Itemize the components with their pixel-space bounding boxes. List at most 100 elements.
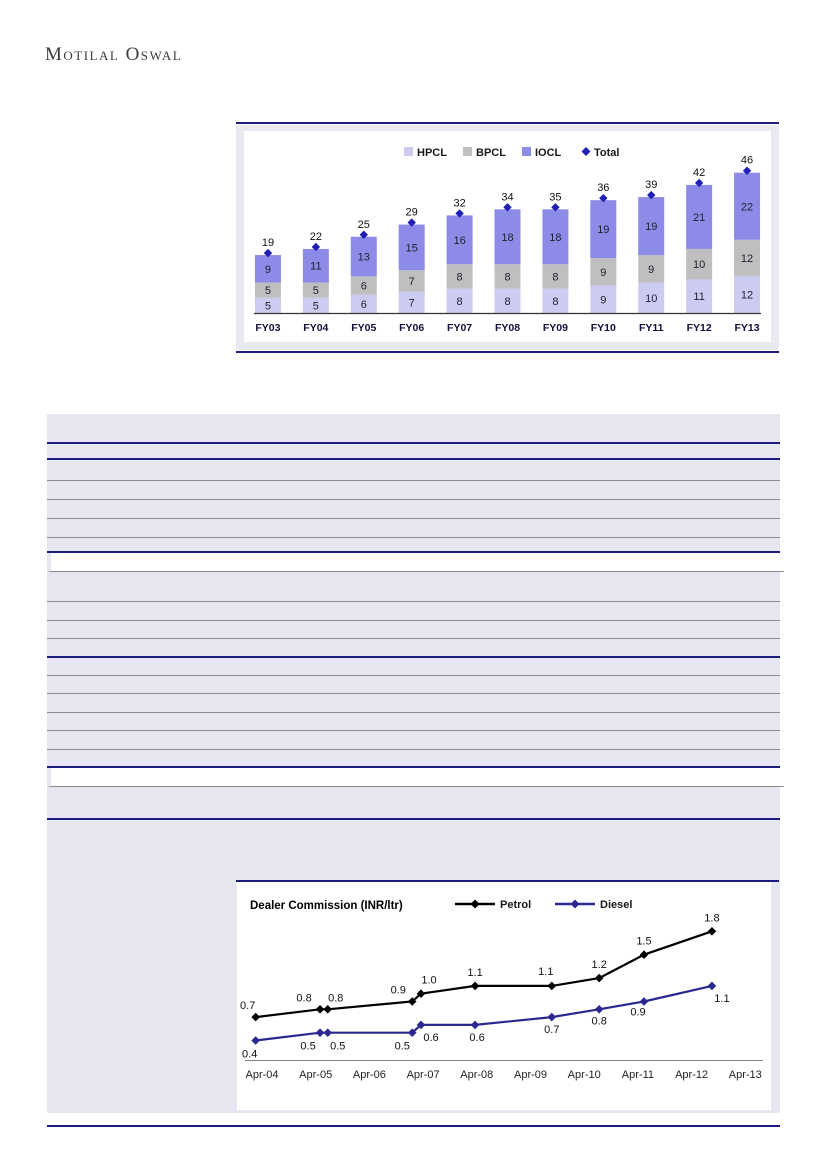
bar-segment-value: 9: [600, 294, 606, 306]
table-row: [47, 639, 780, 658]
data-table: [47, 414, 784, 820]
data-point-marker: [407, 1028, 417, 1037]
total-marker: [503, 203, 512, 212]
bar-segment-value: 9: [600, 267, 606, 279]
x-axis-tick-label: Apr-07: [407, 1069, 440, 1081]
bar-segment-bpcl: [590, 258, 617, 286]
legend-swatch-iocl: [522, 147, 531, 156]
bar-segment-iocl: [302, 248, 329, 283]
bar-segment-hpcl: [638, 282, 665, 313]
bar-segment-bpcl: [350, 276, 377, 295]
bar-segment-iocl: [398, 224, 425, 271]
x-axis-tick-label: Apr-06: [353, 1069, 386, 1081]
bar-segment-bpcl: [446, 264, 473, 289]
total-value: 39: [645, 179, 657, 191]
data-point-label: 0.4: [242, 1049, 257, 1061]
table-row: [47, 460, 780, 481]
total-value: 32: [453, 197, 465, 209]
bar-segment-value: 15: [406, 242, 418, 254]
bar-segment-iocl: [686, 184, 713, 249]
x-axis-tick-label: FY07: [447, 322, 472, 334]
brand-logo: Motilal Oswal: [45, 44, 183, 65]
stacked-bar-chart-svg: HPCL BPCL IOCL Total 5 5 9 19 FY03 5 5 11 22 FY04 6 6 13…: [254, 147, 761, 334]
x-axis-tick-label: FY05: [351, 322, 376, 334]
bar-segment-iocl: [638, 197, 665, 256]
data-point-label: 0.6: [423, 1032, 438, 1044]
data-point-label: 1.8: [704, 912, 719, 924]
legend-swatch-bpcl: [463, 147, 472, 156]
data-point-label: 0.8: [592, 1015, 607, 1027]
bar-segment-bpcl: [398, 270, 425, 292]
table-row: [47, 519, 780, 538]
data-point-label: 0.7: [240, 1000, 255, 1012]
total-value: 19: [262, 237, 274, 249]
bar-segment-bpcl: [734, 239, 761, 277]
table-row: [47, 553, 784, 572]
bar-segment-value: 16: [453, 235, 465, 247]
data-point-label: 0.5: [300, 1041, 315, 1053]
bar-segment-value: 5: [265, 285, 271, 297]
bar-segment-value: 8: [552, 271, 558, 283]
data-point-marker: [416, 1020, 426, 1030]
table-row: [47, 694, 780, 713]
bar-segment-hpcl: [734, 276, 761, 313]
bar-segment-iocl: [494, 209, 521, 265]
x-axis-tick-label: Apr-11: [622, 1069, 654, 1081]
legend-label: Total: [594, 147, 619, 159]
line-chart-area: Dealer Commission (INR/ltr) Petrol Diesel A…: [237, 882, 771, 1110]
x-axis-tick-label: Apr-12: [675, 1069, 708, 1081]
data-point-marker: [639, 950, 649, 959]
x-axis-tick-label: FY10: [591, 322, 616, 334]
legend-label: IOCL: [535, 147, 562, 159]
data-point-marker: [470, 1020, 480, 1030]
bar-segment-value: 12: [741, 253, 753, 265]
data-point-label: 0.8: [328, 992, 343, 1004]
bar-segment-value: 8: [552, 296, 558, 308]
bar-segment-value: 9: [265, 264, 271, 276]
table-row: [47, 444, 780, 460]
bar-segment-value: 8: [504, 271, 510, 283]
data-point-marker: [594, 1005, 604, 1014]
legend-marker: [470, 899, 480, 909]
data-point-label: 0.5: [395, 1041, 410, 1053]
bar-segment-iocl: [542, 209, 569, 265]
total-value: 35: [549, 191, 561, 203]
data-point-label: 0.5: [330, 1041, 345, 1053]
data-point-marker: [547, 1012, 557, 1022]
divider-rule-top-of-line-chart: [236, 880, 779, 882]
table-row: [47, 787, 780, 820]
total-marker: [359, 230, 368, 239]
table-row: [47, 750, 780, 768]
data-point-label: 0.9: [630, 1007, 645, 1019]
table-row: [47, 414, 780, 444]
data-point-label: 1.1: [538, 966, 553, 978]
table-row: [47, 676, 780, 694]
x-axis-tick-label: FY04: [303, 322, 328, 334]
table-row: [47, 658, 780, 676]
bar-segment-iocl: [350, 236, 377, 277]
table-row: [47, 481, 780, 500]
legend-label: BPCL: [476, 147, 506, 159]
data-point-marker: [315, 1028, 325, 1037]
data-point-marker: [323, 1005, 333, 1014]
x-axis-tick-label: Apr-09: [514, 1069, 547, 1081]
x-axis-tick-label: FY13: [734, 322, 759, 334]
bar-segment-hpcl: [398, 291, 425, 313]
bar-segment-bpcl: [494, 264, 521, 289]
divider-rule-below-bar-chart: [236, 351, 779, 353]
bar-segment-bpcl: [638, 255, 665, 283]
table-row: [47, 602, 780, 621]
stacked-bar-chart-frame: HPCL BPCL IOCL Total 5 5 9 19 FY03 5 5 11 22 FY04 6 6 13…: [236, 125, 779, 350]
stacked-bar-chart-area: HPCL BPCL IOCL Total 5 5 9 19 FY03 5 5 11 22 FY04 6 6 13…: [244, 131, 771, 342]
x-axis-tick-label: Apr-10: [568, 1069, 601, 1081]
data-point-marker: [594, 973, 604, 983]
total-marker: [694, 178, 704, 188]
bar-segment-hpcl: [446, 288, 473, 313]
total-value: 36: [597, 182, 609, 194]
bar-segment-bpcl: [254, 282, 281, 298]
total-value: 42: [693, 167, 705, 179]
x-axis-tick-label: FY03: [255, 322, 280, 334]
x-axis-tick-label: Apr-04: [245, 1069, 278, 1081]
bar-segment-iocl: [254, 255, 281, 283]
